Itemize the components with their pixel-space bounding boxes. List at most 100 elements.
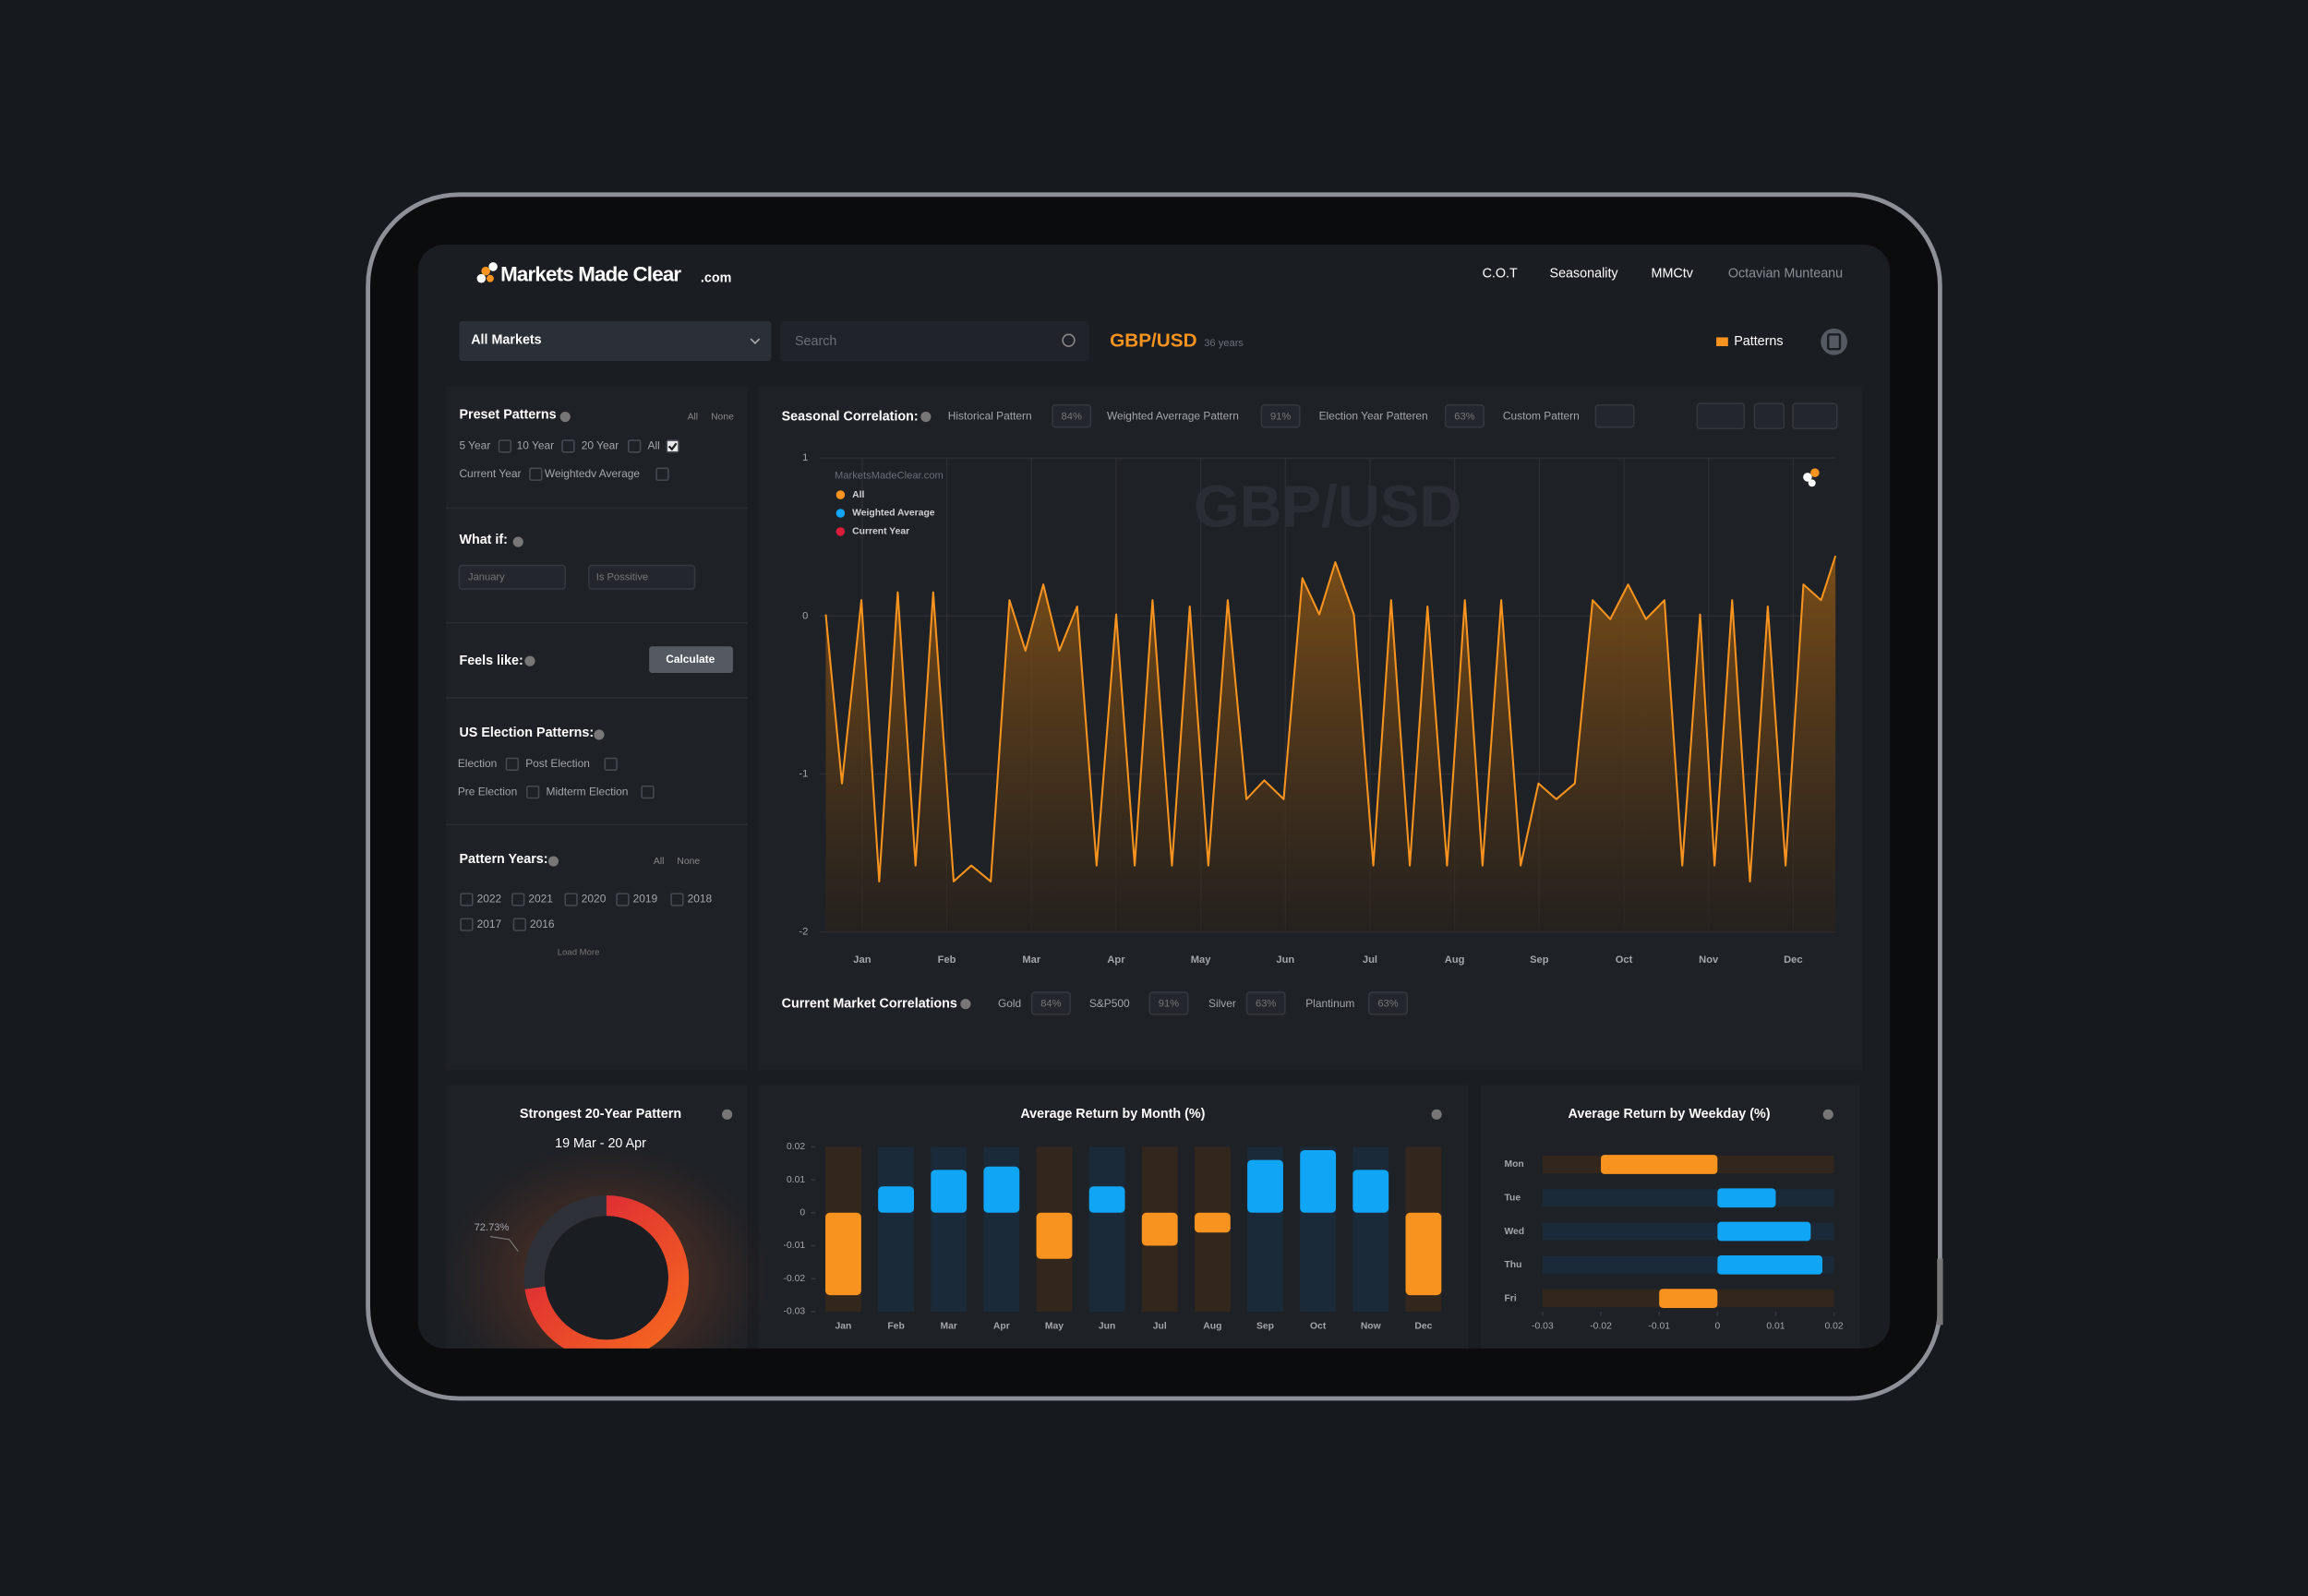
x-tick-label: Sep xyxy=(1256,1322,1274,1332)
x-tick-label: Feb xyxy=(887,1322,904,1332)
search-placeholder: Search xyxy=(795,334,836,349)
option-label: 2016 xyxy=(530,918,555,930)
x-tick-label: Mar xyxy=(1022,954,1040,966)
option-label: Current Year xyxy=(459,467,521,480)
checkbox[interactable] xyxy=(641,785,655,799)
bar xyxy=(1659,1289,1718,1308)
y-tick-label: -0.01 xyxy=(784,1241,806,1251)
checkbox[interactable] xyxy=(529,467,543,481)
bar xyxy=(1405,1212,1442,1296)
help-icon xyxy=(524,655,535,666)
legend-swatch xyxy=(835,527,846,536)
option-label: Election xyxy=(458,757,497,770)
bar xyxy=(1036,1212,1073,1259)
x-tick-label: Jul xyxy=(1363,954,1377,966)
x-tick-label: Jan xyxy=(853,954,871,966)
help-icon xyxy=(512,536,523,547)
help-icon xyxy=(594,729,605,740)
x-tick-label: May xyxy=(1045,1322,1064,1332)
checkbox[interactable] xyxy=(460,918,474,931)
bar xyxy=(1352,1170,1389,1213)
option-label: Pre Election xyxy=(458,785,517,798)
checkbox[interactable] xyxy=(564,893,578,906)
pattern-badge xyxy=(1052,404,1092,428)
line xyxy=(824,555,1837,882)
chart-title: Strongest 20-Year Pattern xyxy=(520,1107,681,1122)
x-tick-label: Feb xyxy=(938,954,956,966)
section-title: What if: xyxy=(459,533,508,547)
bar xyxy=(1088,1186,1125,1213)
checkbox[interactable] xyxy=(670,893,684,906)
help-icon xyxy=(960,999,971,1010)
checkbox[interactable] xyxy=(511,893,525,906)
option-label: Post Election xyxy=(525,757,590,770)
checkbox[interactable] xyxy=(628,439,642,453)
nav-link[interactable]: Seasonality xyxy=(1550,267,1619,282)
checkbox[interactable] xyxy=(616,893,630,906)
checkbox[interactable] xyxy=(604,757,618,772)
option-label: Midterm Election xyxy=(547,785,629,798)
x-tick-label: Now xyxy=(1361,1322,1382,1332)
chart-button[interactable] xyxy=(1753,402,1785,430)
nav-link[interactable]: C.O.T xyxy=(1483,267,1518,282)
correlation-value: 84% xyxy=(1040,999,1061,1010)
option-label: 2018 xyxy=(688,893,713,906)
x-tick-label: Apr xyxy=(993,1322,1010,1332)
y-tick-label: Tue xyxy=(1504,1194,1521,1204)
calculate-button[interactable] xyxy=(649,646,734,673)
legend-swatch xyxy=(835,490,846,499)
bar xyxy=(931,1170,968,1213)
checkbox[interactable] xyxy=(561,439,575,453)
x-tick-label: Jun xyxy=(1099,1322,1115,1332)
user-menu[interactable]: Octavian Munteanu xyxy=(1728,267,1843,282)
x-tick-label: Oct xyxy=(1310,1322,1327,1332)
nav-buttons[interactable] xyxy=(1696,402,1746,430)
option-label: 2019 xyxy=(633,893,658,906)
y-tick-label: -0.03 xyxy=(784,1307,806,1317)
checkbox[interactable] xyxy=(525,785,540,799)
row-bg xyxy=(1542,1189,1834,1207)
checkbox[interactable] xyxy=(505,757,520,772)
pattern-badge xyxy=(1444,404,1485,428)
area xyxy=(825,556,1836,932)
logo: Markets Made Clear xyxy=(500,262,681,285)
correlation-label: Silver xyxy=(1208,997,1236,1010)
chart-title: Seasonal Correlation: xyxy=(782,409,919,424)
x-tick-label: Apr xyxy=(1107,954,1125,966)
market-select[interactable] xyxy=(459,320,772,361)
link: None xyxy=(711,412,734,422)
avatar[interactable] xyxy=(1821,328,1847,355)
checkbox[interactable] xyxy=(498,439,512,453)
bar xyxy=(1717,1254,1822,1275)
y-tick-label: Wed xyxy=(1504,1227,1524,1237)
correlation-label: Plantinum xyxy=(1305,997,1354,1010)
link[interactable]: Load More xyxy=(558,947,600,957)
correlation-badge xyxy=(1148,991,1189,1015)
sidebar-panel xyxy=(446,386,748,1071)
checkbox[interactable] xyxy=(460,893,474,906)
checkbox[interactable] xyxy=(512,918,526,931)
link: All xyxy=(654,857,665,867)
watermark: GBP/USD xyxy=(1194,473,1462,539)
logo-mark xyxy=(476,262,1820,487)
share-button[interactable] xyxy=(1792,402,1838,430)
checkbox[interactable] xyxy=(666,439,679,453)
checkbox[interactable] xyxy=(655,467,669,481)
condition-select[interactable] xyxy=(587,564,696,590)
button-label: Calculate xyxy=(666,653,715,666)
y-tick-label: 1 xyxy=(802,452,808,463)
y-tick-label: -1 xyxy=(799,768,808,779)
patterns-menu[interactable]: Patterns xyxy=(1734,334,1783,349)
option-label: 2021 xyxy=(528,893,553,906)
sidebar-dividers xyxy=(446,507,748,825)
chart-tools xyxy=(1696,402,1838,430)
y-tick-label: Mon xyxy=(1504,1159,1523,1170)
correlation-value: 91% xyxy=(1159,999,1179,1010)
x-tick-label: 0 xyxy=(1714,1322,1720,1332)
search-box[interactable] xyxy=(780,320,1089,361)
check xyxy=(667,442,678,451)
x-tick-label: Aug xyxy=(1203,1322,1221,1332)
nav-link[interactable]: MMCtv xyxy=(1652,267,1694,282)
month-select[interactable] xyxy=(458,564,567,590)
